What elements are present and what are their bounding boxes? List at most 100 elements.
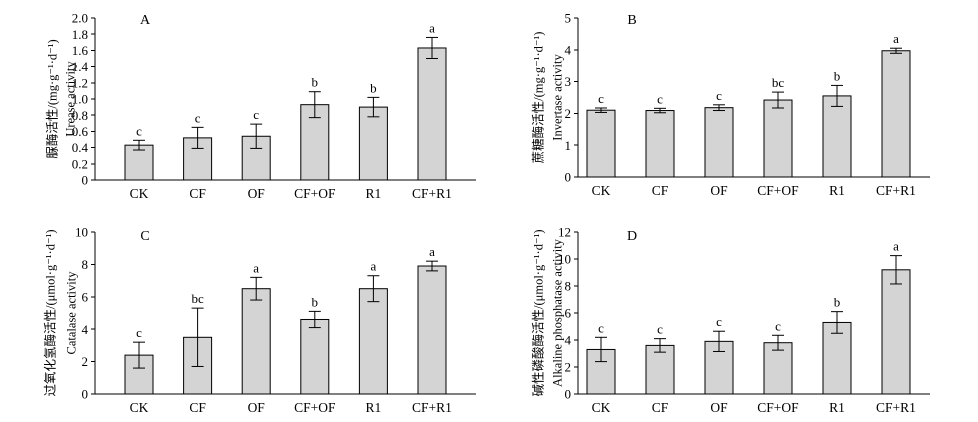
- panel-a-y-tick-label: 1.2: [72, 75, 88, 90]
- panel-d-category-label-4: R1: [829, 400, 845, 415]
- panel-c-bar-4: [358, 288, 388, 395]
- panel-b-y-axis-label-1: 蔗糖酶活性/(mg·g⁻¹·d⁻¹): [530, 32, 545, 164]
- panel-b-y-tick-label: 4: [565, 42, 572, 57]
- panel-b-title: B: [627, 13, 636, 28]
- panel-b-significance-letter-2: c: [716, 88, 722, 103]
- panel-b-category-label-2: OF: [710, 183, 728, 198]
- panel-a-y-axis-label-1: 脲酶活性/(mg·g⁻¹·d⁻¹): [44, 39, 59, 158]
- panel-d-significance-letter-3: c: [775, 318, 781, 333]
- panel-c-bar-3: [300, 318, 330, 395]
- panel-c-significance-letter-3: b: [312, 294, 319, 309]
- panel-b-y-tick-label: 1: [565, 138, 572, 153]
- panel-d-category-label-5: CF+R1: [876, 400, 916, 415]
- panel-a: 0 0.20.40.60.81.0 1.21.41.61.82.0 c CK c CF c OF…: [44, 11, 476, 201]
- panel-c-category-label-3: CF+OF: [294, 400, 336, 415]
- panel-a-category-label-3: CF+OF: [294, 186, 336, 201]
- panel-b: 0 1 2 3 4 5 c CK c CF c OF bc CF+OF b R1 a CF+R1 B 蔗糖酶活性/(m…: [530, 11, 930, 198]
- panel-a-y-tick-label: 0: [82, 173, 89, 188]
- panel-b-category-label-5: CF+R1: [876, 183, 916, 198]
- panel-d-y-tick-label: 6: [565, 306, 572, 321]
- panel-a-y-tick-label: 0.6: [72, 124, 89, 139]
- panel-b-bar-5: [881, 50, 911, 178]
- panel-a-y-tick-label: 1.0: [72, 92, 88, 107]
- panel-b-y-tick-label: 5: [565, 11, 572, 26]
- panel-b-category-label-4: R1: [829, 183, 845, 198]
- panel-c-category-label-2: OF: [248, 400, 266, 415]
- panel-a-significance-letter-5: a: [429, 20, 435, 35]
- panel-d-category-label-2: OF: [710, 400, 728, 415]
- panel-d-bar-4: [822, 321, 852, 395]
- panel-d-category-label-1: CF: [652, 400, 669, 415]
- panel-a-category-label-2: OF: [248, 186, 266, 201]
- panel-d-significance-letter-1: c: [657, 322, 663, 337]
- panel-b-significance-letter-0: c: [598, 91, 604, 106]
- panel-c-category-label-0: CK: [130, 400, 149, 415]
- panel-a-significance-letter-3: b: [312, 75, 319, 90]
- panel-a-y-axis-label-2: Urease activity: [63, 61, 77, 137]
- panel-a-y-tick-label: 0.8: [72, 108, 88, 123]
- panel-b-y-tick-label: 2: [565, 106, 572, 121]
- panel-d-y-tick-label: 0: [565, 387, 572, 402]
- panel-c-category-label-1: CF: [189, 400, 206, 415]
- panel-d-y-tick-label: 4: [565, 333, 572, 348]
- panel-c-significance-letter-4: a: [371, 259, 377, 274]
- panel-a-category-label-0: CK: [130, 186, 149, 201]
- panel-c-y-axis-label-2: Catalase activity: [64, 271, 78, 355]
- panel-a-category-label-4: R1: [366, 186, 382, 201]
- panel-d-title: D: [627, 229, 637, 244]
- panel-a-y-tick-label: 2.0: [72, 11, 88, 26]
- panel-d-bar-1: [645, 344, 675, 395]
- panel-a-significance-letter-2: c: [253, 107, 259, 122]
- panel-a-y-tick-label: 0.2: [72, 156, 88, 171]
- panel-c-y-axis-label-1: 过氧化氢酶活性/(μmol·g⁻¹·d⁻¹): [42, 230, 57, 397]
- panel-d-significance-letter-4: b: [834, 295, 841, 310]
- panel-a-bar-0: [124, 144, 154, 181]
- panel-c-significance-letter-2: a: [253, 260, 259, 275]
- panel-c-significance-letter-0: c: [136, 325, 142, 340]
- panel-a-category-label-1: CF: [189, 186, 206, 201]
- panel-d-category-label-3: CF+OF: [757, 400, 799, 415]
- panel-c-category-label-5: CF+R1: [412, 400, 452, 415]
- panel-d-y-tick-label: 8: [565, 279, 572, 294]
- panel-c-category-label-4: R1: [366, 400, 382, 415]
- panel-d-significance-letter-5: a: [893, 239, 899, 254]
- panel-a-title: A: [140, 13, 151, 28]
- panel-c-y-tick-label: 2: [82, 354, 89, 369]
- panel-c-bar-5: [417, 265, 447, 395]
- panel-b-bar-0: [586, 109, 616, 178]
- panel-c-y-tick-label: 4: [82, 322, 89, 337]
- panel-b-significance-letter-3: bc: [772, 75, 785, 90]
- panel-a-significance-letter-0: c: [136, 123, 142, 138]
- panel-a-y-tick-label: 1.4: [72, 59, 89, 74]
- panel-c-y-tick-label: 10: [75, 225, 88, 240]
- panel-d-bar-5: [881, 269, 911, 395]
- panel-b-y-axis-label-2: Invertase activity: [550, 54, 564, 141]
- panel-a-category-label-5: CF+R1: [412, 186, 452, 201]
- panel-a-significance-letter-1: c: [195, 110, 201, 125]
- panel-d-significance-letter-0: c: [598, 320, 604, 335]
- panel-b-category-label-1: CF: [652, 183, 669, 198]
- panel-b-category-label-0: CK: [592, 183, 611, 198]
- panel-c-significance-letter-1: bc: [191, 291, 204, 306]
- panel-b-category-label-3: CF+OF: [757, 183, 799, 198]
- panel-d-y-axis-label-1: 碱性磷酸酶活性/(μmol·g⁻¹·d⁻¹): [530, 230, 545, 397]
- panel-d-y-tick-label: 2: [565, 360, 572, 375]
- panel-a-bar-4: [358, 106, 388, 181]
- panel-c-significance-letter-5: a: [429, 244, 435, 259]
- panel-d-significance-letter-2: c: [716, 314, 722, 329]
- panel-c-title: C: [140, 229, 149, 244]
- panel-d-y-axis-label-2: Alkaline phosphatase activity: [550, 238, 564, 387]
- panel-c-y-tick-label: 8: [82, 257, 89, 272]
- panel-d-y-tick-label: 10: [558, 252, 571, 267]
- panel-c-bar-2: [241, 288, 271, 395]
- panel-a-y-tick-label: 1.8: [72, 27, 88, 42]
- panel-b-significance-letter-4: b: [834, 68, 841, 83]
- panel-b-significance-letter-5: a: [893, 31, 899, 46]
- panel-a-bar-5: [417, 47, 447, 181]
- panel-d: 0 2 4 6 8 10 12 c CK c CF c OF c CF+OF b R1 a CF+R1 D 碱性磷酸酶活…: [530, 225, 930, 415]
- panel-c: 0 2 4 6 8 10 c CK bc CF a OF b CF+OF a R1 a CF+R1 C 过氧化氢酶活性…: [42, 225, 476, 415]
- panel-b-bar-4: [822, 95, 852, 178]
- panel-d-category-label-0: CK: [592, 400, 611, 415]
- panel-a-y-tick-label: 0.4: [72, 140, 89, 155]
